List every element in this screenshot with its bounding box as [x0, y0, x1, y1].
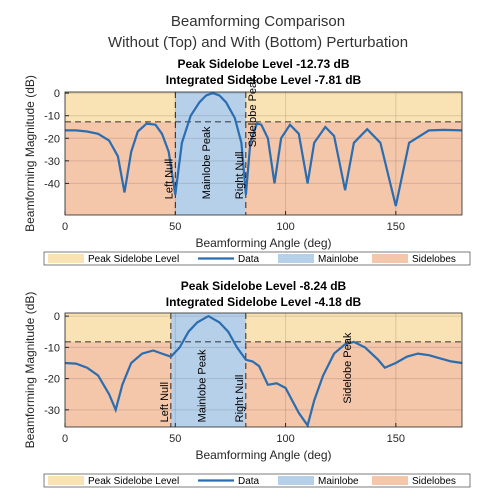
legend-label: Peak Sidelobe Level	[88, 476, 179, 487]
figure-title: Beamforming Comparison	[171, 13, 345, 30]
peak-sidelobe-region	[65, 313, 462, 342]
x-tick-label: 50	[169, 221, 181, 233]
x-axis-label: Beamforming Angle (deg)	[195, 448, 331, 462]
axes-title: Peak Sidelobe Level -12.73 dB	[177, 57, 349, 71]
mainlobe-region	[175, 92, 246, 215]
axes: Peak Sidelobe Level -8.24 dB Integrated S…	[23, 279, 471, 488]
annotation: Right Null	[234, 375, 246, 423]
legend-label: Sidelobes	[412, 476, 456, 487]
y-tick-label: -10	[44, 342, 60, 354]
annotation: Right Null	[234, 152, 246, 200]
annotation: Mainlobe Peak	[201, 126, 213, 199]
legend: Peak Sidelobe Level Data Mainlobe Sidelobes	[43, 473, 471, 488]
data-line	[65, 91, 463, 207]
sidelobe-region	[65, 121, 462, 215]
legend-swatch	[278, 476, 314, 485]
y-tick-label: -40	[44, 178, 60, 190]
legend-label: Mainlobe	[318, 476, 359, 487]
x-tick-label: 100	[276, 221, 294, 233]
legend-swatch	[48, 476, 84, 485]
axes: Peak Sidelobe Level -12.73 dB Integrated …	[23, 57, 471, 266]
axes-box	[64, 91, 463, 216]
y-axis-label: Beamforming Magnitude (dB)	[23, 75, 37, 232]
annotation: Sidelobe Peak	[247, 76, 259, 147]
x-tick-label: 150	[387, 433, 405, 445]
annotation: Left Null	[163, 159, 175, 199]
axes-subtitle: Integrated Sidelobe Level -4.18 dB	[166, 295, 362, 309]
x-tick-label: 0	[62, 433, 68, 445]
y-axis-label: Beamforming Magnitude (dB)	[23, 292, 37, 449]
annotation: Sidelobe Peak	[342, 332, 354, 403]
legend-label: Data	[238, 476, 260, 487]
y-tick-label: 0	[54, 311, 60, 323]
x-tick-label: 0	[62, 221, 68, 233]
x-tick-label: 100	[276, 433, 294, 445]
legend: Peak Sidelobe Level Data Mainlobe Sidelobes	[43, 251, 471, 266]
axes-box	[64, 312, 463, 428]
annotation: Mainlobe Peak	[196, 349, 208, 422]
peak-sidelobe-region	[65, 92, 462, 122]
figure-subtitle: Without (Top) and With (Bottom) Perturba…	[108, 34, 408, 51]
legend-swatch	[278, 254, 314, 263]
sidelobe-region	[65, 341, 462, 427]
axes-subtitle: Integrated Sidelobe Level -7.81 dB	[166, 73, 362, 87]
x-tick-label: 50	[169, 433, 181, 445]
legend-label: Data	[238, 254, 260, 265]
y-tick-label: -10	[44, 111, 60, 123]
legend-box	[43, 473, 471, 488]
legend-label: Mainlobe	[318, 254, 359, 265]
legend-swatch	[48, 254, 84, 263]
annotation: Left Null	[159, 382, 171, 422]
legend-swatch	[372, 254, 408, 263]
legend-box	[43, 251, 471, 266]
y-tick-label: -30	[44, 405, 60, 417]
legend-label: Peak Sidelobe Level	[88, 254, 179, 265]
mainlobe-region	[170, 313, 246, 427]
x-axis-label: Beamforming Angle (deg)	[195, 236, 331, 250]
legend-swatch	[372, 476, 408, 485]
y-tick-label: 0	[54, 88, 60, 100]
y-tick-label: -30	[44, 156, 60, 168]
y-tick-label: -20	[44, 133, 60, 145]
legend-label: Sidelobes	[412, 254, 456, 265]
axes-title: Peak Sidelobe Level -8.24 dB	[181, 279, 347, 293]
y-tick-label: -20	[44, 374, 60, 386]
x-tick-label: 150	[387, 221, 405, 233]
data-line	[64, 314, 463, 428]
